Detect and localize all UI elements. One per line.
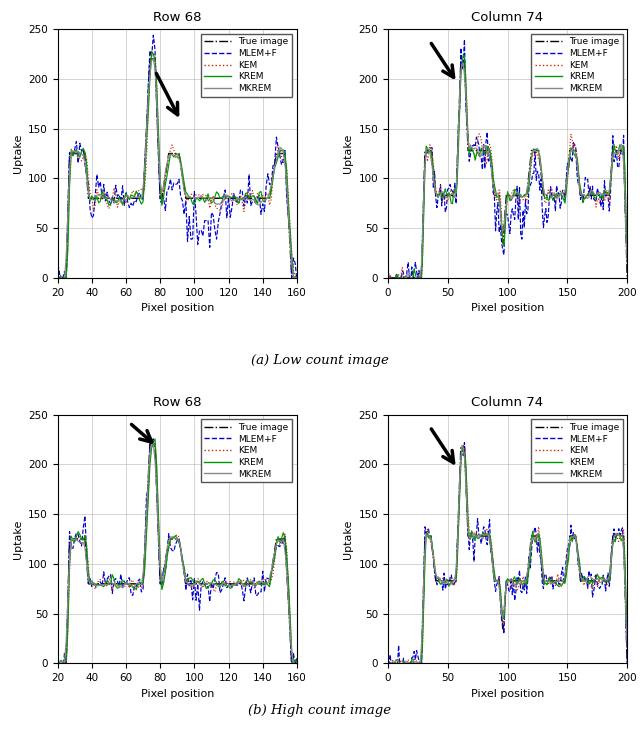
- Y-axis label: Uptake: Uptake: [343, 519, 353, 558]
- X-axis label: Pixel position: Pixel position: [471, 689, 544, 698]
- Text: (a) Low count image: (a) Low count image: [251, 354, 389, 367]
- Legend: True image, MLEM+F, KEM, KREM, MKREM: True image, MLEM+F, KEM, KREM, MKREM: [531, 419, 623, 483]
- X-axis label: Pixel position: Pixel position: [141, 689, 214, 698]
- Legend: True image, MLEM+F, KEM, KREM, MKREM: True image, MLEM+F, KEM, KREM, MKREM: [200, 419, 292, 483]
- Title: Row 68: Row 68: [153, 11, 202, 24]
- Y-axis label: Uptake: Uptake: [13, 519, 22, 558]
- Title: Column 74: Column 74: [472, 11, 543, 24]
- Title: Row 68: Row 68: [153, 397, 202, 410]
- Text: (b) High count image: (b) High count image: [248, 704, 392, 717]
- Title: Column 74: Column 74: [472, 397, 543, 410]
- Legend: True image, MLEM+F, KEM, KREM, MKREM: True image, MLEM+F, KEM, KREM, MKREM: [531, 34, 623, 97]
- Y-axis label: Uptake: Uptake: [13, 134, 22, 174]
- X-axis label: Pixel position: Pixel position: [471, 303, 544, 313]
- X-axis label: Pixel position: Pixel position: [141, 303, 214, 313]
- Y-axis label: Uptake: Uptake: [343, 134, 353, 174]
- Legend: True image, MLEM+F, KEM, KREM, MKREM: True image, MLEM+F, KEM, KREM, MKREM: [200, 34, 292, 97]
